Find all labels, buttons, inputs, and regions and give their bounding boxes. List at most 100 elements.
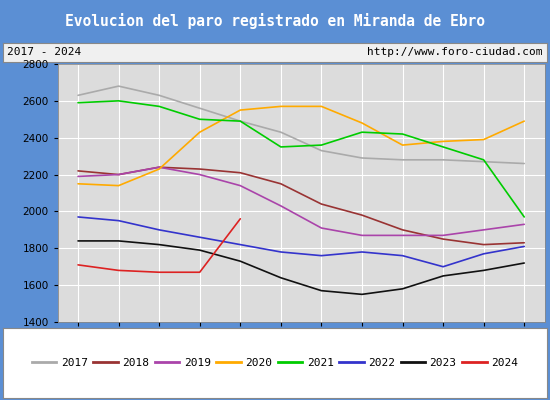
2018 (318, 202, 324, 206)
2017 (278, 130, 284, 134)
Line: 2017: 2017 (78, 86, 524, 164)
2022 (480, 252, 487, 256)
2024 (196, 270, 203, 275)
Legend: 2017, 2018, 2019, 2020, 2021, 2022, 2023, 2024: 2017, 2018, 2019, 2020, 2021, 2022, 2023… (29, 355, 521, 371)
2018 (399, 228, 406, 232)
2023 (75, 238, 81, 243)
2018 (440, 237, 447, 242)
Text: Evolucion del paro registrado en Miranda de Ebro: Evolucion del paro registrado en Miranda… (65, 13, 485, 29)
2023 (156, 242, 162, 247)
2019 (196, 172, 203, 177)
2021 (440, 144, 447, 149)
2017 (480, 159, 487, 164)
2019 (480, 228, 487, 232)
2019 (359, 233, 365, 238)
2019 (237, 183, 244, 188)
2021 (521, 214, 527, 219)
2020 (399, 143, 406, 148)
2022 (116, 218, 122, 223)
2019 (440, 233, 447, 238)
2020 (196, 130, 203, 134)
2019 (278, 204, 284, 208)
2023 (440, 274, 447, 278)
2020 (440, 139, 447, 144)
2019 (318, 226, 324, 230)
2021 (75, 100, 81, 105)
2017 (318, 148, 324, 153)
Line: 2019: 2019 (78, 167, 524, 235)
2018 (359, 213, 365, 218)
2017 (440, 158, 447, 162)
2018 (480, 242, 487, 247)
2017 (75, 93, 81, 98)
2022 (521, 244, 527, 249)
2019 (116, 172, 122, 177)
2018 (75, 168, 81, 173)
2022 (156, 228, 162, 232)
2022 (75, 214, 81, 219)
2023 (359, 292, 365, 297)
2023 (521, 261, 527, 266)
2020 (318, 104, 324, 109)
2017 (521, 161, 527, 166)
2021 (196, 117, 203, 122)
2018 (278, 181, 284, 186)
2024 (156, 270, 162, 275)
2020 (359, 120, 365, 125)
Line: 2023: 2023 (78, 241, 524, 294)
2021 (237, 119, 244, 124)
2023 (318, 288, 324, 293)
Line: 2022: 2022 (78, 217, 524, 267)
Line: 2024: 2024 (78, 219, 240, 272)
2023 (116, 238, 122, 243)
2020 (156, 167, 162, 172)
2021 (156, 104, 162, 109)
2017 (196, 106, 203, 111)
2023 (196, 248, 203, 252)
2017 (116, 84, 122, 88)
2020 (116, 183, 122, 188)
2017 (359, 156, 365, 160)
2017 (237, 119, 244, 124)
2017 (399, 158, 406, 162)
2020 (521, 119, 527, 124)
Line: 2018: 2018 (78, 167, 524, 244)
2020 (237, 108, 244, 112)
2022 (278, 250, 284, 254)
2018 (116, 172, 122, 177)
2022 (318, 253, 324, 258)
2022 (237, 242, 244, 247)
Line: 2021: 2021 (78, 101, 524, 217)
2023 (399, 286, 406, 291)
Text: http://www.foro-ciudad.com: http://www.foro-ciudad.com (367, 47, 543, 57)
2018 (196, 167, 203, 172)
2021 (278, 144, 284, 149)
2019 (521, 222, 527, 227)
2024 (237, 216, 244, 221)
2018 (237, 170, 244, 175)
2020 (480, 137, 487, 142)
2022 (196, 235, 203, 240)
Text: 2017 - 2024: 2017 - 2024 (7, 47, 81, 57)
2022 (399, 253, 406, 258)
2018 (156, 165, 162, 170)
Line: 2020: 2020 (78, 106, 524, 186)
2022 (359, 250, 365, 254)
2021 (318, 143, 324, 148)
2020 (75, 181, 81, 186)
2019 (399, 233, 406, 238)
2023 (278, 275, 284, 280)
2024 (116, 268, 122, 273)
2023 (237, 259, 244, 264)
2021 (359, 130, 365, 134)
2024 (75, 262, 81, 267)
2018 (521, 240, 527, 245)
2022 (440, 264, 447, 269)
2020 (278, 104, 284, 109)
2019 (156, 165, 162, 170)
2023 (480, 268, 487, 273)
2021 (399, 132, 406, 136)
2017 (156, 93, 162, 98)
2019 (75, 174, 81, 179)
2021 (480, 158, 487, 162)
